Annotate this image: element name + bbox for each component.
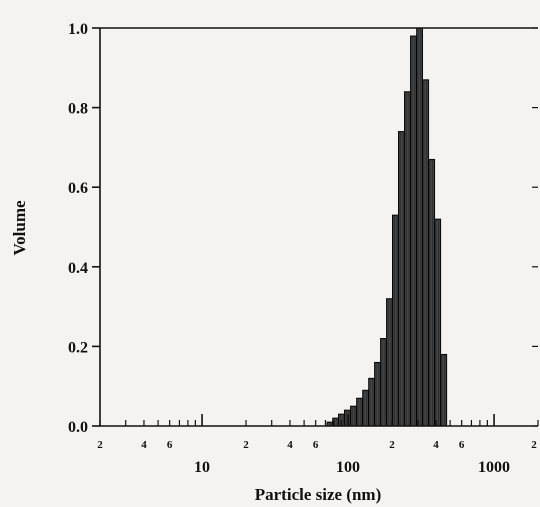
x-major-tick-label: 10 xyxy=(194,459,210,476)
y-tick-label: 0.0 xyxy=(68,419,88,436)
y-axis-title: Volume xyxy=(10,200,29,256)
x-minor-tick-label: 2 xyxy=(531,439,537,451)
y-tick-label: 0.6 xyxy=(68,180,88,197)
x-minor-tick-label: 2 xyxy=(243,439,249,451)
x-major-tick-label: 100 xyxy=(336,459,360,476)
bars-layer xyxy=(326,27,448,427)
x-minor-tick-label: 4 xyxy=(287,439,293,451)
y-tick-label: 0.2 xyxy=(68,339,88,356)
x-axis-title: Particle size (nm) xyxy=(255,485,382,504)
x-major-tick-label: 1000 xyxy=(478,459,510,476)
x-minor-tick-label: 4 xyxy=(433,439,439,451)
labels-layer: 0.0 0.2 0.4 0.6 0.8 1.0 10 100 1000 2 4 6 2 4 6 2 4 6 2 xyxy=(68,21,537,476)
x-minor-tick-label: 2 xyxy=(389,439,395,451)
x-minor-tick-label: 2 xyxy=(97,439,103,451)
y-tick-label: 1.0 xyxy=(68,21,88,38)
axes-layer xyxy=(92,27,539,427)
x-minor-tick-label: 6 xyxy=(459,439,465,451)
y-tick-label: 0.8 xyxy=(68,101,88,118)
x-minor-tick-label: 6 xyxy=(167,439,173,451)
x-minor-tick-label: 4 xyxy=(141,439,147,451)
y-tick-label: 0.4 xyxy=(68,260,88,277)
x-minor-tick-label: 6 xyxy=(313,439,319,451)
